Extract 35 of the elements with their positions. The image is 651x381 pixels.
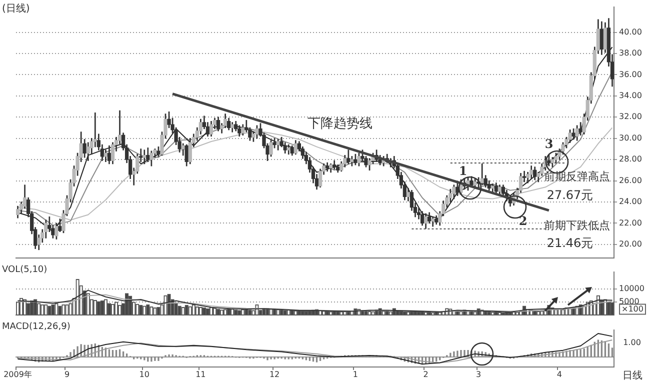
x-tick-label: 9 [64, 370, 70, 379]
y-tick-label: 28.00 [619, 154, 642, 164]
y-tick-label: 22.00 [619, 218, 642, 228]
x-tick-label: 12 [269, 370, 280, 379]
chart-title: VOL(5,10) [2, 264, 48, 275]
x-tick-label: 11 [196, 370, 206, 379]
y-tick-label: 20.00 [619, 239, 642, 248]
y-tick-label: 26.00 [619, 176, 642, 185]
annotation: 前期下跌低点 [544, 218, 610, 232]
y-tick-label: 10000 [619, 284, 644, 294]
x-tick-label: 1 [352, 370, 358, 379]
annotation: 27.67元 [546, 188, 594, 202]
x-tick-label: 3 [476, 370, 482, 379]
x-tick-label: 4 [556, 370, 562, 379]
annotation: 3 [544, 137, 554, 152]
y-tick-label: 5000 [619, 297, 640, 306]
annotation: 21.46元 [546, 236, 594, 250]
y-tick-label: 40.00 [619, 27, 642, 36]
y-axis-title: ×100 [622, 304, 644, 314]
y-tick-label: 24.00 [619, 197, 642, 206]
x-tick-label: 2 [423, 370, 428, 379]
x-tick-label: 2009年 [4, 370, 32, 379]
x-tick-label: 10 [139, 370, 150, 379]
y-tick-label: 36.00 [619, 70, 642, 79]
annotation: 下降趋势线 [308, 116, 372, 132]
x-axis-title: 日线 [622, 370, 642, 381]
chart-title: MACD(12,26,9) [2, 322, 70, 332]
y-tick-label: 34.00 [619, 90, 642, 100]
text: 1.00 [623, 338, 641, 348]
annotation: 1 [458, 164, 468, 178]
y-tick-label: 30.00 [619, 133, 642, 142]
chart-title: (日线) [2, 2, 30, 15]
y-tick-label: 38.00 [619, 48, 642, 58]
annotation: 2 [518, 214, 528, 228]
y-tick-label: 32.00 [619, 112, 642, 122]
